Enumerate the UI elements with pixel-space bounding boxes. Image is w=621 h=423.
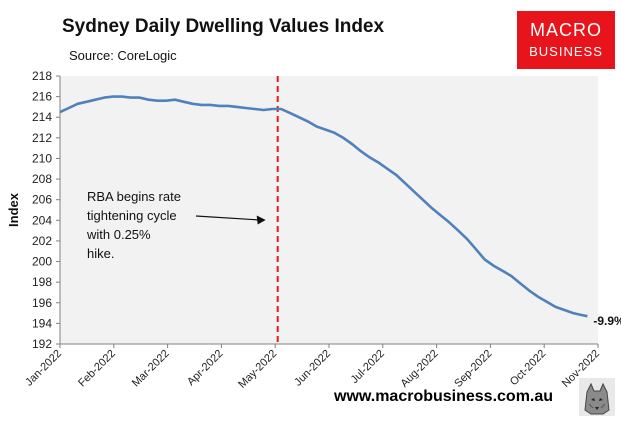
- wolf-icon: [579, 378, 615, 416]
- x-tick-label: Sep-2022: [452, 348, 494, 390]
- x-tick-label: Oct-2022: [508, 348, 548, 388]
- annotation-arrow-head: [256, 215, 266, 225]
- end-change-label: -9.9%: [593, 314, 621, 328]
- x-tick-label: Jan-2022: [23, 348, 64, 389]
- y-tick-label: 206: [32, 193, 52, 207]
- y-tick-label: 214: [32, 110, 52, 124]
- annotation-text-line: RBA begins rate: [87, 189, 181, 204]
- annotation-arrow-shaft: [195, 215, 260, 221]
- y-tick-label: 200: [32, 255, 52, 269]
- y-tick-label: 218: [32, 69, 52, 83]
- annotation-text-line: tightening cycle: [87, 208, 177, 223]
- chart-title: Sydney Daily Dwelling Values Index: [62, 16, 385, 37]
- y-tick-label: 210: [32, 151, 52, 165]
- y-tick-label: 204: [32, 213, 52, 227]
- y-tick-label: 198: [32, 275, 52, 289]
- dwelling-index-line: [59, 95, 588, 318]
- annotation-text-line: hike.: [87, 246, 114, 261]
- website-url: www.macrobusiness.com.au: [334, 388, 554, 405]
- x-tick-label: Aug-2022: [398, 348, 440, 390]
- x-tick-label: Feb-2022: [76, 348, 118, 390]
- plot-area: 192 194 196 198 200 202 204 206 208 210 212 214 216 2…: [6, 69, 621, 391]
- logo-line-1: MACRO: [530, 20, 602, 40]
- y-tick-label: 212: [32, 131, 52, 145]
- x-tick-label: Jul-2022: [349, 348, 387, 386]
- y-axis-label: Index: [6, 192, 21, 227]
- y-tick-label: 208: [32, 172, 52, 186]
- chart-source: Source: CoreLogic: [69, 48, 177, 63]
- y-tick-label: 202: [32, 234, 52, 248]
- y-tick-label: 192: [32, 337, 52, 351]
- y-tick-label: 216: [32, 90, 52, 104]
- x-tick-label: Jun-2022: [292, 348, 333, 389]
- x-tick-label: May-2022: [236, 348, 279, 391]
- y-tick-label: 196: [32, 296, 52, 310]
- logo-line-2: BUSINESS: [529, 44, 603, 59]
- macrobusiness-logo: MACRO BUSINESS: [517, 11, 615, 69]
- y-tick-label: 194: [32, 316, 52, 330]
- annotation-text-line: with 0.25%: [86, 227, 151, 242]
- x-tick-label: Mar-2022: [130, 348, 172, 390]
- plot-background: [60, 76, 598, 344]
- x-tick-label: Apr-2022: [185, 348, 225, 388]
